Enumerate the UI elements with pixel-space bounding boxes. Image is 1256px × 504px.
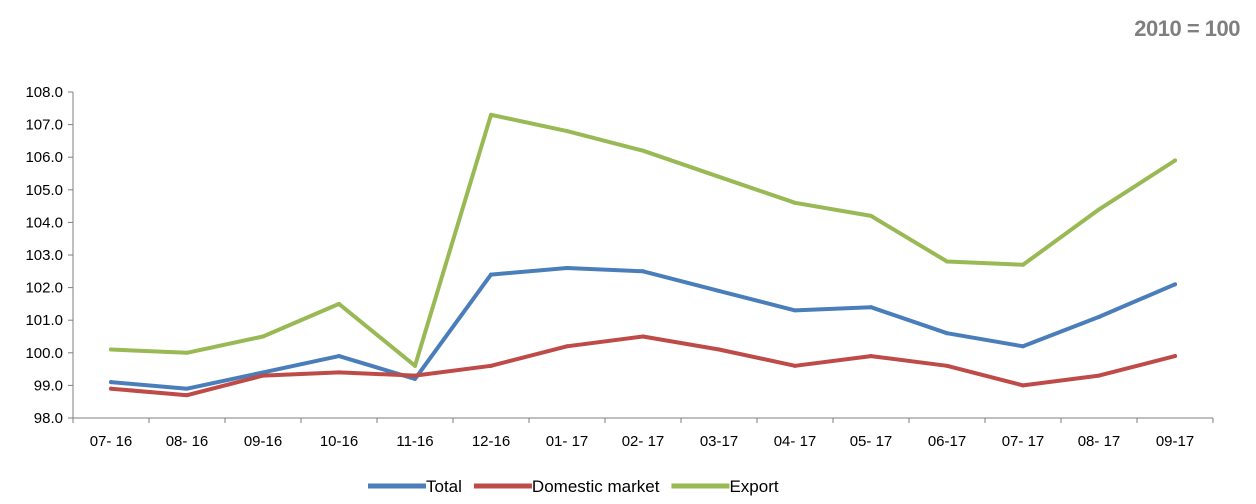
x-tick-label: 08- 16	[166, 433, 209, 450]
data-point	[489, 363, 493, 368]
data-point	[261, 334, 265, 339]
data-point	[641, 334, 645, 339]
x-tick-label: 04- 17	[774, 433, 817, 450]
data-point	[1021, 262, 1025, 267]
data-point	[109, 347, 113, 352]
legend-label: Export	[729, 477, 778, 496]
x-tick-label: 10-16	[320, 433, 358, 450]
data-point	[185, 350, 189, 355]
y-tick-label: 102.0	[25, 280, 63, 297]
data-point	[565, 266, 569, 271]
x-tick-label: 03-17	[700, 433, 738, 450]
data-point	[109, 386, 113, 391]
data-point	[109, 380, 113, 385]
data-point	[337, 301, 341, 306]
data-point	[945, 259, 949, 264]
data-point	[717, 347, 721, 352]
data-point	[717, 288, 721, 293]
y-tick-label: 104.0	[25, 214, 63, 231]
data-point	[793, 363, 797, 368]
data-point	[337, 370, 341, 375]
data-point	[869, 354, 873, 359]
y-tick-label: 101.0	[25, 312, 63, 329]
y-tick-label: 100.0	[25, 345, 63, 362]
x-tick-label: 12-16	[472, 433, 510, 450]
x-tick-label: 09-16	[244, 433, 282, 450]
x-tick-label: 02- 17	[622, 433, 665, 450]
x-tick-label: 05- 17	[850, 433, 893, 450]
axes: 98.0 99.0 100.0 101.0 102.0 103.0 104.0 105.0 10…	[25, 84, 1214, 450]
data-point	[945, 331, 949, 336]
data-point	[793, 308, 797, 313]
data-point	[413, 363, 417, 368]
data-point	[641, 269, 645, 274]
data-point	[1097, 314, 1101, 319]
data-point	[641, 148, 645, 153]
data-point	[869, 213, 873, 218]
data-point	[185, 393, 189, 398]
y-tick-label: 99.0	[34, 377, 63, 394]
y-tick-label: 98.0	[34, 410, 63, 427]
series-layer	[109, 112, 1177, 398]
data-point	[1021, 344, 1025, 349]
data-point	[1173, 282, 1177, 287]
data-point	[565, 129, 569, 134]
legend: Total Domestic market Export	[368, 477, 779, 496]
data-point	[489, 112, 493, 117]
data-point	[1097, 373, 1101, 378]
x-tick-label: 09-17	[1156, 433, 1194, 450]
data-point	[717, 174, 721, 179]
series-line-total	[109, 266, 1177, 391]
x-tick-label: 07- 16	[90, 433, 133, 450]
data-point	[945, 363, 949, 368]
x-tick-label: 11-16	[396, 433, 433, 450]
data-point	[185, 386, 189, 391]
x-tick-label: 07- 17	[1002, 433, 1045, 450]
data-point	[565, 344, 569, 349]
data-point	[413, 376, 417, 381]
data-point	[1173, 354, 1177, 359]
data-point	[793, 200, 797, 205]
legend-label: Domestic market	[532, 477, 660, 496]
x-tick-label: 08- 17	[1078, 433, 1121, 450]
y-tick-label: 106.0	[25, 149, 63, 166]
y-tick-label: 108.0	[25, 84, 63, 101]
data-point	[1021, 383, 1025, 388]
y-tick-label: 107.0	[25, 117, 63, 134]
x-tick-label: 06-17	[928, 433, 966, 450]
x-tick-label: 01- 17	[546, 433, 589, 450]
data-point	[869, 305, 873, 310]
y-tick-label: 103.0	[25, 247, 63, 264]
legend-label: Total	[426, 477, 462, 496]
data-point	[1173, 158, 1177, 163]
data-point	[413, 373, 417, 378]
data-point	[261, 373, 265, 378]
data-point	[337, 354, 341, 359]
data-point	[489, 272, 493, 277]
index-base-note: 2010 = 100	[1134, 16, 1240, 41]
y-tick-label: 105.0	[25, 182, 63, 199]
data-point	[1097, 207, 1101, 212]
data-point	[261, 370, 265, 375]
